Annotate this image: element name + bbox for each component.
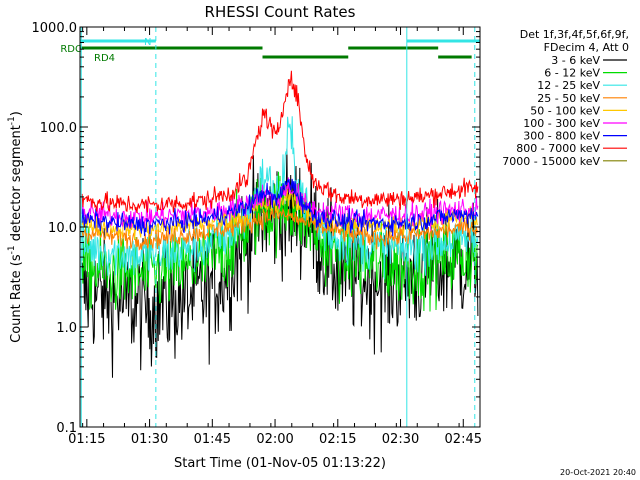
series-line-12-25-kev [81, 116, 479, 280]
series-line-300-800-kev [81, 178, 479, 237]
series-line-6-12-kev [81, 171, 479, 312]
legend-label: 300 - 800 keV [523, 130, 600, 143]
series-line-3-6-kev [81, 148, 479, 378]
legend-label: 6 - 12 keV [544, 67, 600, 80]
flag-label-rd4: RD4 [94, 53, 115, 64]
y-tick-label: 100.0 [40, 121, 77, 136]
y-tick-label: 1.0 [56, 321, 77, 336]
y-tick-label: 0.1 [56, 421, 77, 436]
legend-label: 7000 - 15000 keV [502, 155, 600, 168]
legend-header-line-1: Det 1f,3f,4f,5f,6f,9f, [520, 28, 629, 41]
legend-label: 3 - 6 keV [551, 54, 600, 67]
y-axis-label: Count Rate (s-1 detector segment-1) [7, 111, 24, 343]
x-tick-label: 01:15 [68, 432, 105, 447]
y-axis-label-main: Count Rate (s [9, 254, 24, 343]
legend-label: 800 - 7000 keV [516, 142, 600, 155]
y-axis-label-close: ) [9, 111, 24, 116]
x-tick-label: 02:45 [445, 432, 482, 447]
x-axis-label: Start Time (01-Nov-05 01:13:22) [174, 456, 386, 471]
legend-label: 100 - 300 keV [523, 117, 600, 130]
flag-bars: N RDC RD4 [60, 37, 480, 64]
y-axis-label-sup2: -1 [7, 116, 17, 125]
x-tick-label: 01:30 [131, 432, 168, 447]
y-tick-label: 1000.0 [32, 21, 78, 36]
flag-label-n: N [144, 37, 151, 48]
series-line-100-300-kev [81, 177, 479, 231]
series-line-25-50-kev [81, 204, 479, 251]
legend-label: 25 - 50 keV [537, 92, 600, 105]
legend-header-line-2: FDecim 4, Att 0 [544, 41, 629, 54]
y-axis-label-tail: detector segment [9, 125, 24, 245]
footer-date: 20-Oct-2021 20:40 [560, 468, 636, 477]
chart-title: RHESSI Count Rates [205, 3, 356, 21]
x-tick-label: 02:30 [382, 432, 419, 447]
y-tick-label: 10.0 [48, 221, 77, 236]
series-layer [81, 70, 479, 378]
x-tick-label: 02:00 [256, 432, 293, 447]
legend-label: 12 - 25 keV [537, 79, 600, 92]
series-line-50-100-kev [81, 185, 479, 240]
flag-label-rdc: RDC [60, 44, 82, 55]
x-tick-label: 01:45 [194, 432, 231, 447]
x-tick-label: 02:15 [319, 432, 356, 447]
y-axis-label-sup: -1 [7, 245, 17, 254]
series-line-800-7000-kev [81, 70, 479, 213]
y-axis: 0.1 1.0 10.0 100.0 1000.0 [32, 21, 480, 436]
legend: Det 1f,3f,4f,5f,6f,9f, FDecim 4, Att 0 3… [502, 28, 629, 168]
x-axis: 01:15 01:30 01:45 02:00 02:15 02:30 02:45 [68, 27, 482, 447]
legend-label: 50 - 100 keV [530, 104, 600, 117]
